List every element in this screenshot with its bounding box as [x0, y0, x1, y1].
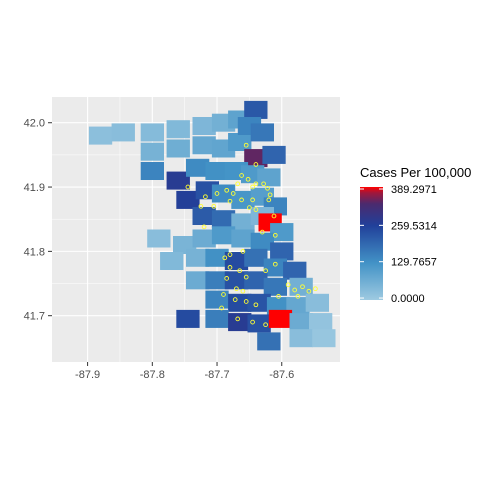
region-tile [141, 124, 164, 141]
y-tick-label: 42.0 [24, 118, 45, 130]
region-tile [306, 294, 329, 311]
x-tick-label: -87.6 [269, 369, 294, 381]
region-tile [245, 101, 268, 118]
region-tile [206, 310, 229, 327]
region-tile [160, 252, 183, 269]
legend: Cases Per 100,000 389.2971 259.5314 129.76… [360, 165, 471, 305]
region-tile [167, 140, 190, 157]
region-tile [141, 162, 164, 179]
y-tick-label: 41.9 [24, 182, 45, 194]
region-tile [167, 121, 190, 138]
region-tile [270, 243, 293, 260]
region-tile [258, 333, 281, 350]
x-tick-label: -87.8 [140, 369, 165, 381]
region-tile [251, 124, 274, 141]
region-tile [228, 133, 251, 150]
region-tile [112, 124, 135, 141]
legend-break-label: 259.5314 [391, 220, 437, 232]
region-tile [283, 262, 306, 279]
x-tick-label: -87.7 [204, 369, 229, 381]
region-tile [264, 278, 287, 295]
region-tile [141, 143, 164, 160]
legend-break-label: 389.2971 [391, 184, 437, 196]
region-tile [263, 146, 286, 163]
region-tile [177, 310, 200, 327]
legend-title: Cases Per 100,000 [360, 165, 471, 180]
region-tile [148, 230, 171, 247]
legend-colorbar [360, 187, 383, 300]
y-tick-label: 41.8 [24, 246, 45, 258]
region-tile [89, 127, 112, 144]
legend-break-label: 0.0000 [391, 293, 425, 305]
region-tile [258, 169, 281, 186]
region-tile [309, 313, 332, 330]
legend-break-label: 129.7657 [391, 257, 437, 269]
region-tile [290, 330, 313, 347]
y-tick-label: 41.7 [24, 311, 45, 323]
x-tick-label: -87.9 [75, 369, 100, 381]
region-tile [269, 310, 292, 327]
region-tile [313, 330, 336, 347]
